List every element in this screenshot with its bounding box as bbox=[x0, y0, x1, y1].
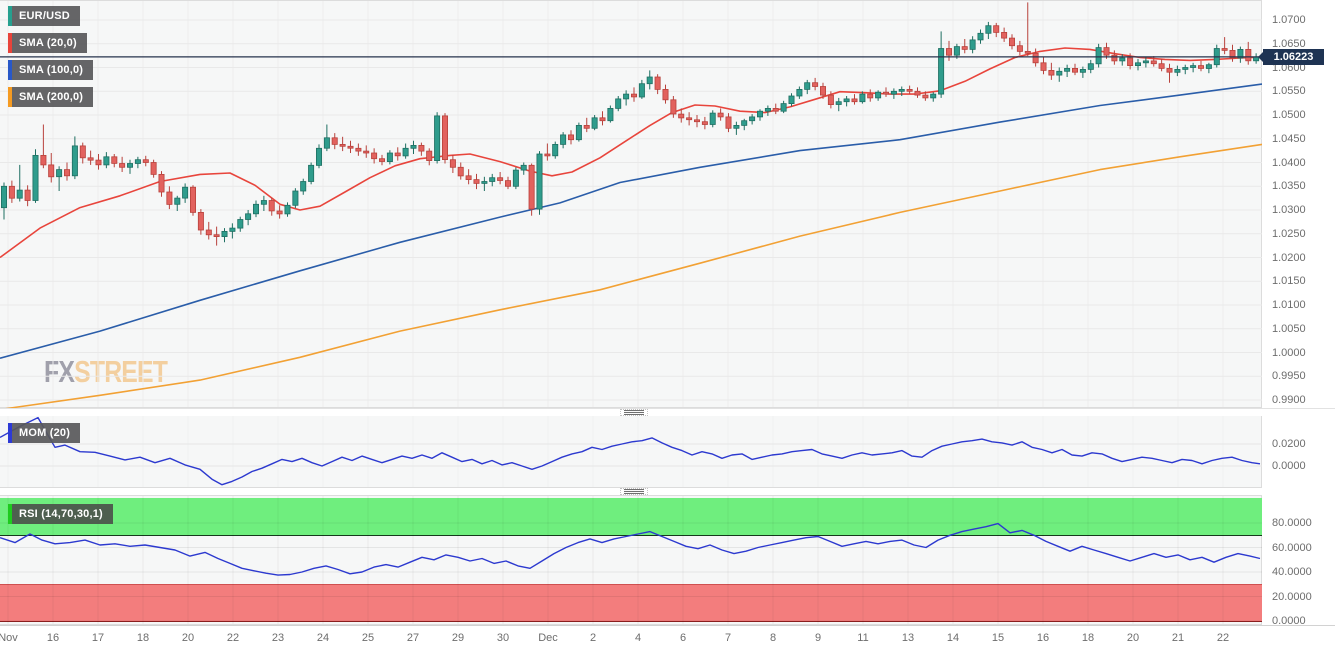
price-tick-label: 1.0200 bbox=[1272, 251, 1306, 264]
price-label-arrow bbox=[1258, 52, 1263, 62]
price-panel[interactable] bbox=[0, 0, 1262, 408]
date-tick-label: 16 bbox=[46, 632, 60, 644]
momentum-tick-label: 0.0000 bbox=[1272, 460, 1306, 472]
date-tick-label: 2 bbox=[589, 632, 597, 644]
price-tick-label: 1.0250 bbox=[1272, 227, 1306, 240]
date-tick-label: 13 bbox=[901, 632, 915, 644]
rsi-tick-label: 80.0000 bbox=[1272, 517, 1312, 529]
rsi-tick-label: 60.0000 bbox=[1272, 541, 1312, 554]
date-tick-label: 14 bbox=[946, 632, 960, 644]
date-tick-label: 29 bbox=[451, 632, 465, 644]
legend-sma200-badge[interactable]: SMA (200,0) bbox=[8, 87, 94, 107]
date-tick-label: 27 bbox=[406, 632, 420, 644]
price-tick-label: 1.0400 bbox=[1272, 156, 1306, 169]
date-tick-label: 22 bbox=[1216, 632, 1230, 644]
price-tick-label: 1.0450 bbox=[1272, 132, 1306, 145]
price-tick-label: 1.0550 bbox=[1272, 85, 1306, 98]
fxstreet-logo: FXSTREET bbox=[44, 354, 168, 390]
current-price-label: 1.06223 bbox=[1258, 49, 1324, 65]
rsi-axis[interactable]: 80.0000 60.0000 40.0000 20.0000 0.0000 bbox=[1262, 495, 1335, 627]
price-tick-label: 1.0650 bbox=[1272, 37, 1306, 50]
panel-divider bbox=[0, 408, 1335, 416]
price-axis[interactable]: 1.0700 1.0650 1.0600 1.0550 1.0500 1.0450 1.04… bbox=[1262, 0, 1335, 408]
date-tick-label: 7 bbox=[724, 632, 732, 644]
date-tick-label: 18 bbox=[1081, 632, 1095, 644]
date-tick-label: 22 bbox=[226, 632, 240, 644]
date-tick-label: Dec bbox=[538, 632, 558, 644]
price-tick-label: 0.9900 bbox=[1272, 394, 1306, 406]
price-label-value: 1.06223 bbox=[1273, 51, 1314, 63]
price-tick-label: 1.0700 bbox=[1272, 14, 1306, 26]
momentum-panel[interactable] bbox=[0, 415, 1262, 488]
price-tick-label: 1.0500 bbox=[1272, 109, 1306, 121]
date-tick-label: 23 bbox=[271, 632, 285, 644]
panel-divider bbox=[0, 488, 1335, 495]
price-tick-label: 1.0150 bbox=[1272, 275, 1306, 288]
rsi-tick-label: 20.0000 bbox=[1272, 590, 1312, 603]
date-tick-label: 20 bbox=[1126, 632, 1140, 644]
date-tick-label: 9 bbox=[814, 632, 822, 644]
date-tick-label: 4 bbox=[634, 632, 642, 644]
fxstreet-logo-fx: FX bbox=[44, 354, 75, 389]
date-tick-label: 11 bbox=[857, 632, 869, 644]
rsi-overbought-band bbox=[0, 498, 1262, 536]
momentum-tick-label: 0.0200 bbox=[1272, 438, 1306, 450]
date-tick-label: 6 bbox=[679, 632, 687, 644]
price-tick-label: 0.9950 bbox=[1272, 370, 1306, 383]
price-tick-label: 1.0100 bbox=[1272, 299, 1306, 311]
rsi-oversold-band bbox=[0, 584, 1262, 622]
price-tick-label: 1.0300 bbox=[1272, 204, 1306, 216]
momentum-axis[interactable]: 0.0200 0.0000 bbox=[1262, 415, 1335, 488]
date-tick-label: 18 bbox=[136, 632, 150, 644]
date-axis[interactable]: Nov 16 17 18 20 22 23 24 25 27 29 30 Dec 2 4 6 7 8 9 11 13 14… bbox=[0, 625, 1335, 650]
price-tick-label: 1.0350 bbox=[1272, 180, 1306, 193]
panel-resize-grip[interactable] bbox=[620, 488, 648, 495]
date-tick-label: 8 bbox=[769, 632, 777, 644]
fxstreet-logo-street: STREET bbox=[74, 354, 168, 389]
date-tick-label: 15 bbox=[991, 632, 1005, 644]
date-tick-label: 30 bbox=[496, 632, 510, 644]
date-tick-label: Nov bbox=[0, 632, 18, 644]
panel-resize-grip[interactable] bbox=[620, 409, 648, 416]
date-tick-label: 17 bbox=[91, 632, 105, 644]
legend-sma100-badge[interactable]: SMA (100,0) bbox=[8, 60, 94, 80]
price-tick-label: 1.0050 bbox=[1272, 322, 1306, 335]
date-tick-label: 16 bbox=[1036, 632, 1050, 644]
date-tick-label: 20 bbox=[181, 632, 195, 644]
legend-sma20-badge[interactable]: SMA (20,0) bbox=[8, 33, 87, 53]
date-tick-label: 21 bbox=[1171, 632, 1185, 644]
legend-rsi-badge[interactable]: RSI (14,70,30,1) bbox=[8, 504, 113, 524]
date-tick-label: 25 bbox=[361, 632, 375, 644]
price-tick-label: 1.0000 bbox=[1272, 346, 1306, 359]
legend-mom-badge[interactable]: MOM (20) bbox=[8, 423, 81, 443]
rsi-tick-label: 0.0000 bbox=[1272, 615, 1306, 627]
legend-symbol-badge[interactable]: EUR/USD bbox=[8, 6, 80, 26]
date-tick-label: 24 bbox=[316, 632, 330, 644]
rsi-tick-label: 40.0000 bbox=[1272, 566, 1312, 578]
